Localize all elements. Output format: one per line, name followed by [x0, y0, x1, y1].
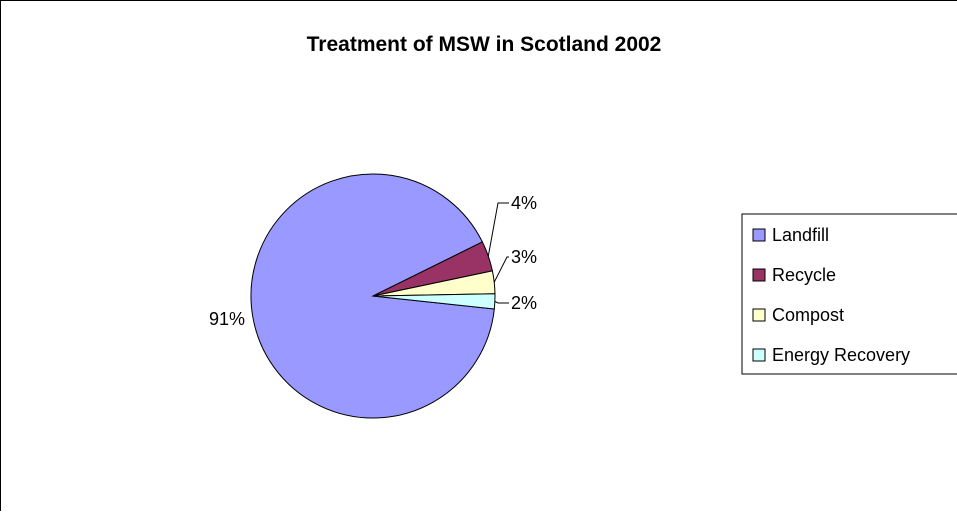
pct-label-recycle: 4% — [511, 193, 537, 213]
pct-label-energy-recovery: 2% — [511, 293, 537, 313]
legend-label-landfill: Landfill — [772, 225, 829, 245]
legend-swatch-landfill — [752, 228, 766, 242]
chart-title: Treatment of MSW in Scotland 2002 — [307, 33, 662, 56]
leader-line-recycle — [487, 202, 509, 257]
legend-box — [741, 213, 957, 375]
pie-slice-energy-recovery — [372, 293, 496, 310]
legend-label-energy-recovery: Energy Recovery — [772, 345, 910, 365]
leader-line-energy-recovery — [494, 300, 509, 304]
legend-label-compost: Compost — [772, 305, 844, 325]
pct-label-landfill: 91% — [209, 309, 245, 329]
pie-slices — [250, 173, 496, 419]
legend-swatch-recycle — [752, 268, 766, 282]
percentage-labels: 91% 4% 3% 2% — [209, 193, 537, 329]
leader-lines — [487, 202, 509, 304]
leader-line-compost — [493, 256, 509, 283]
pct-label-compost: 3% — [511, 247, 537, 267]
legend-swatch-compost — [752, 308, 766, 322]
legend-swatch-energy-recovery — [752, 348, 766, 362]
legend-label-recycle: Recycle — [772, 265, 836, 285]
pie-slice-landfill — [250, 173, 495, 419]
legend: Landfill Recycle Compost Energy Recovery — [741, 213, 957, 375]
